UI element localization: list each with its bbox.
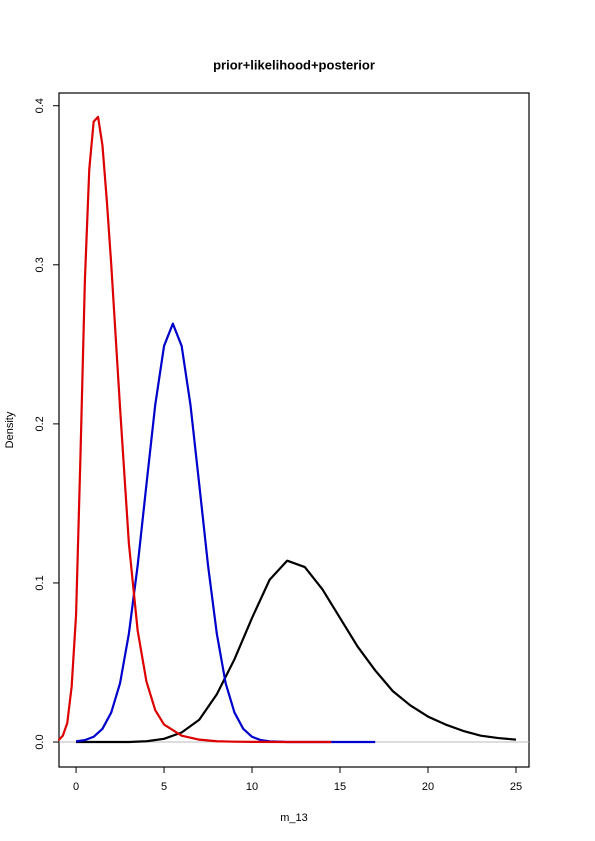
x-tick-label: 5 [161, 781, 167, 793]
chart-title: prior+likelihood+posterior [213, 57, 375, 72]
density-line [76, 559, 517, 744]
y-tick-label: 0.0 [34, 734, 46, 749]
y-tick-label: 0.3 [34, 257, 46, 272]
x-axis-label: m_13 [280, 812, 308, 824]
y-tick-label: 0.1 [34, 575, 46, 590]
y-tick-label: 0.4 [34, 98, 46, 113]
x-tick-label: 10 [246, 781, 258, 793]
plot-frame [58, 92, 530, 768]
x-tick-label: 20 [422, 781, 434, 793]
x-tick-label: 25 [510, 781, 522, 793]
y-axis-label: Density [4, 411, 16, 448]
density-line [57, 115, 332, 744]
y-tick-label: 0.2 [34, 416, 46, 431]
x-tick-label: 0 [73, 781, 79, 793]
x-tick-label: 15 [334, 781, 346, 793]
